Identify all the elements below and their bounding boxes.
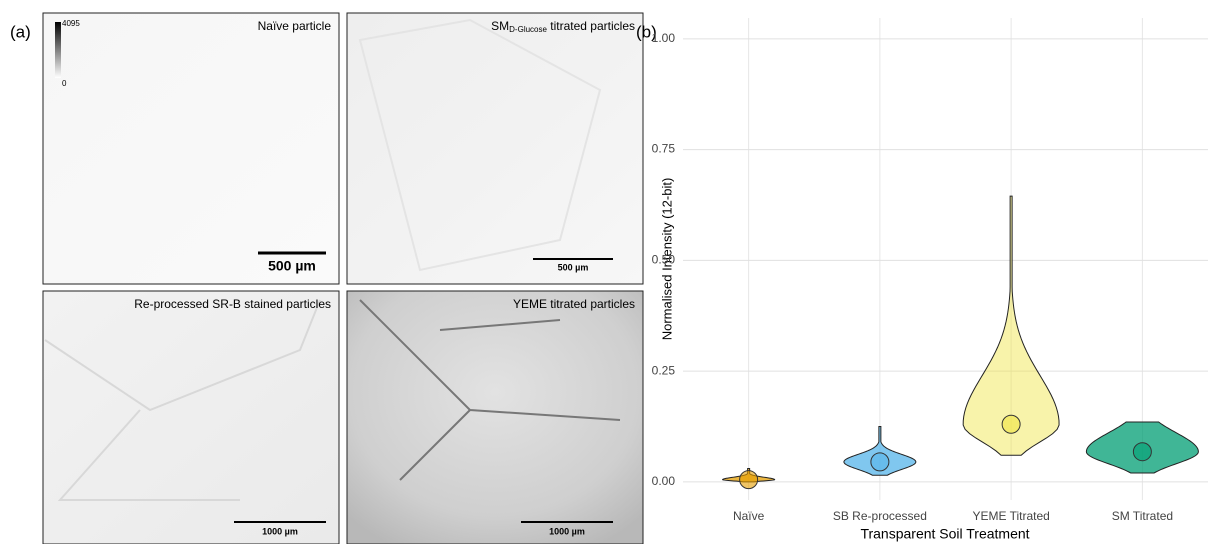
- x-tick-label: YEME Titrated: [972, 509, 1049, 523]
- image-title: Naïve particle: [258, 19, 332, 33]
- violin: [962, 195, 1060, 456]
- title-rest: titrated particles: [547, 19, 635, 33]
- y-axis-title: Normalised Intensity (12-bit): [659, 178, 674, 341]
- image-panels: 4095 0 Naïve particle 500 µm SMD-Glucose…: [42, 12, 644, 545]
- particle-edge: [44, 299, 321, 501]
- panel-label: (b): [636, 22, 657, 41]
- image: [42, 290, 340, 545]
- image: [346, 12, 644, 285]
- colorbar: [55, 22, 61, 78]
- image: [346, 290, 644, 545]
- y-tick-label: 0.50: [652, 253, 676, 267]
- scale-label: 500 µm: [558, 262, 589, 272]
- x-tick-label: SM Titrated: [1112, 509, 1173, 523]
- y-tick-label: 1.00: [652, 31, 676, 45]
- mean-marker: [870, 452, 890, 472]
- y-tick-label: 0.25: [652, 363, 676, 377]
- mean-marker: [1001, 414, 1021, 434]
- x-tick-label: SB Re-processed: [833, 509, 927, 523]
- particle-edge: [359, 299, 621, 481]
- mean-marker: [739, 470, 759, 490]
- colorbar-min: 0: [62, 79, 67, 88]
- scale-label: 1000 µm: [549, 526, 585, 536]
- x-tick-label: Naïve: [733, 509, 765, 523]
- scale-label: 1000 µm: [262, 526, 298, 536]
- y-tick-label: 0.00: [652, 474, 676, 488]
- image: [42, 12, 340, 285]
- colorbar-max: 4095: [62, 19, 80, 28]
- image-title: SMD-Glucose titrated particles: [491, 19, 635, 34]
- x-axis-title: Transparent Soil Treatment: [860, 526, 1029, 542]
- image-title: Re-processed SR-B stained particles: [134, 297, 331, 311]
- title-sub: D-Glucose: [509, 25, 547, 34]
- panel-label: (a): [10, 22, 31, 41]
- mean-marker: [1132, 442, 1152, 462]
- particle-edge: [358, 18, 602, 272]
- y-tick-label: 0.75: [652, 142, 676, 156]
- scale-label: 500 µm: [268, 258, 316, 274]
- image-title: YEME titrated particles: [513, 297, 635, 311]
- violin: [843, 425, 917, 476]
- title-main: SM: [491, 19, 509, 33]
